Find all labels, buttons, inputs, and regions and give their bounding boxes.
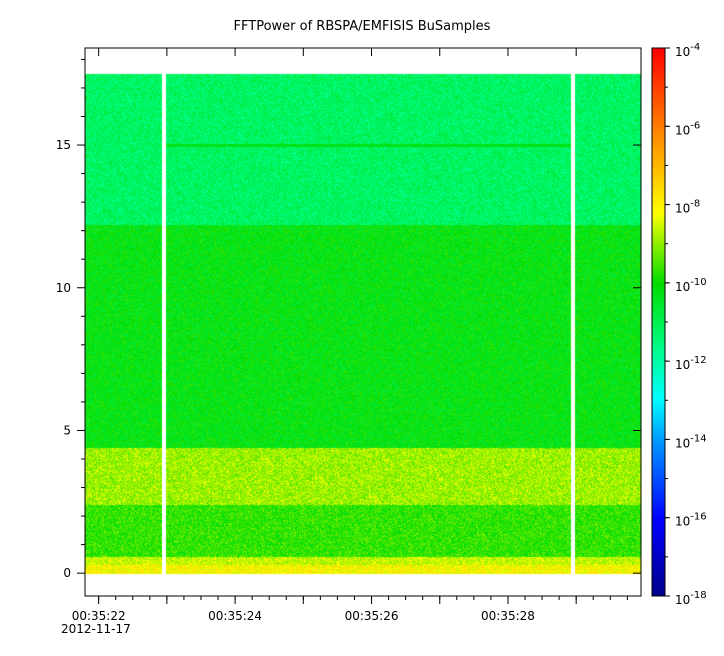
y-tick-label: 10	[56, 281, 71, 295]
x-tick-label: 00:35:28	[481, 609, 535, 623]
x-tick-label: 00:35:26	[345, 609, 399, 623]
plot-frame	[84, 47, 642, 597]
x-date-label: 2012-11-17	[61, 622, 131, 636]
plot-area	[84, 47, 642, 597]
x-axis: 00:35:22 00:35:24 00:35:26 00:35:28	[72, 48, 628, 623]
y-tick-label: 15	[56, 138, 71, 152]
x-tick-label: 00:35:24	[208, 609, 262, 623]
colorbar-image	[652, 48, 665, 596]
x-tick-label: 00:35:22	[72, 609, 126, 623]
y-tick-label: 0	[63, 566, 71, 580]
spectrogram-image	[85, 48, 641, 596]
colorbar: 10-18 10-16 10-14 10-12 10-10 10-8 10-6 10-4	[651, 42, 707, 607]
chart-title: FFTPower of RBSPA/EMFISIS BuSamples	[234, 19, 491, 34]
colorbar-tick-label: 10-14	[675, 433, 707, 450]
colorbar-tick-label: 10-10	[675, 277, 707, 294]
colorbar-tick-label: 10-4	[675, 42, 700, 59]
colorbar-tick-label: 10-6	[675, 120, 700, 137]
y-axis: 0 5 10 15	[56, 58, 641, 580]
y-tick-label: 5	[63, 423, 71, 437]
colorbar-tick-label: 10-18	[675, 590, 707, 607]
colorbar-tick-label: 10-12	[675, 355, 707, 372]
colorbar-tick-label: 10-16	[675, 512, 707, 529]
colorbar-ticks: 10-18 10-16 10-14 10-12 10-10 10-8 10-6 10-4	[665, 42, 707, 607]
colorbar-tick-label: 10-8	[675, 199, 700, 216]
